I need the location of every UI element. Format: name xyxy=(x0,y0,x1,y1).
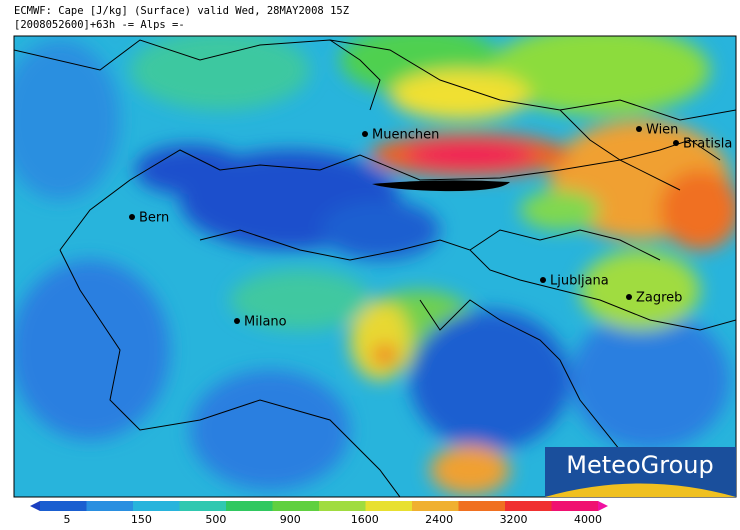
legend-tick-label: 4000 xyxy=(574,513,602,526)
legend-swatch xyxy=(86,501,134,511)
legend-tick-label: 900 xyxy=(280,513,301,526)
city-dot xyxy=(540,277,546,283)
legend-tick-label: 2400 xyxy=(425,513,453,526)
header-line: ECMWF: Cape [J/kg] (Surface) valid Wed, … xyxy=(14,5,349,17)
legend-swatch xyxy=(412,501,459,511)
legend-arrow xyxy=(30,501,40,511)
city-label: Muenchen xyxy=(372,128,439,143)
legend-swatch xyxy=(365,501,413,511)
city-dot xyxy=(234,318,240,324)
city-label: Ljubljana xyxy=(550,274,609,289)
header-box xyxy=(10,2,486,34)
header-line: [2008052600]+63h -= Alps =- xyxy=(14,19,185,31)
legend-swatch xyxy=(551,501,599,511)
legend-tick-label: 1600 xyxy=(351,513,379,526)
city-label: Wien xyxy=(646,123,678,138)
legend-swatch xyxy=(179,501,227,511)
legend-swatch xyxy=(272,501,320,511)
city-label: Bern xyxy=(139,211,169,226)
logo: MeteoGroup xyxy=(545,447,736,497)
city-dot xyxy=(673,140,679,146)
legend-tick-label: 3200 xyxy=(500,513,528,526)
legend-tick-label: 150 xyxy=(131,513,152,526)
city-label: Zagreb xyxy=(636,291,682,306)
color-legend: 5 150 500 900 1600 2400 3200 4000 xyxy=(30,501,608,526)
cities: Muenchen Wien Bratisla Bern Ljubljana Zagreb M… xyxy=(129,123,732,330)
legend-swatch xyxy=(226,501,273,511)
city-dot xyxy=(362,131,368,137)
logo-text: MeteoGroup xyxy=(566,451,713,479)
legend-tick-label: 5 xyxy=(64,513,71,526)
legend-tick-label: 500 xyxy=(205,513,226,526)
map-frame xyxy=(13,35,737,498)
city-dot xyxy=(129,214,135,220)
legend-swatch xyxy=(505,501,552,511)
city-dot xyxy=(626,294,632,300)
city-label: Bratisla xyxy=(683,137,732,152)
legend-swatch xyxy=(319,501,366,511)
city-dot xyxy=(636,126,642,132)
legend-arrow xyxy=(598,501,608,511)
legend-swatch xyxy=(40,501,87,511)
legend-swatch xyxy=(133,501,180,511)
city-label: Milano xyxy=(244,315,287,330)
legend-swatch xyxy=(458,501,506,511)
cape-field xyxy=(14,36,736,497)
